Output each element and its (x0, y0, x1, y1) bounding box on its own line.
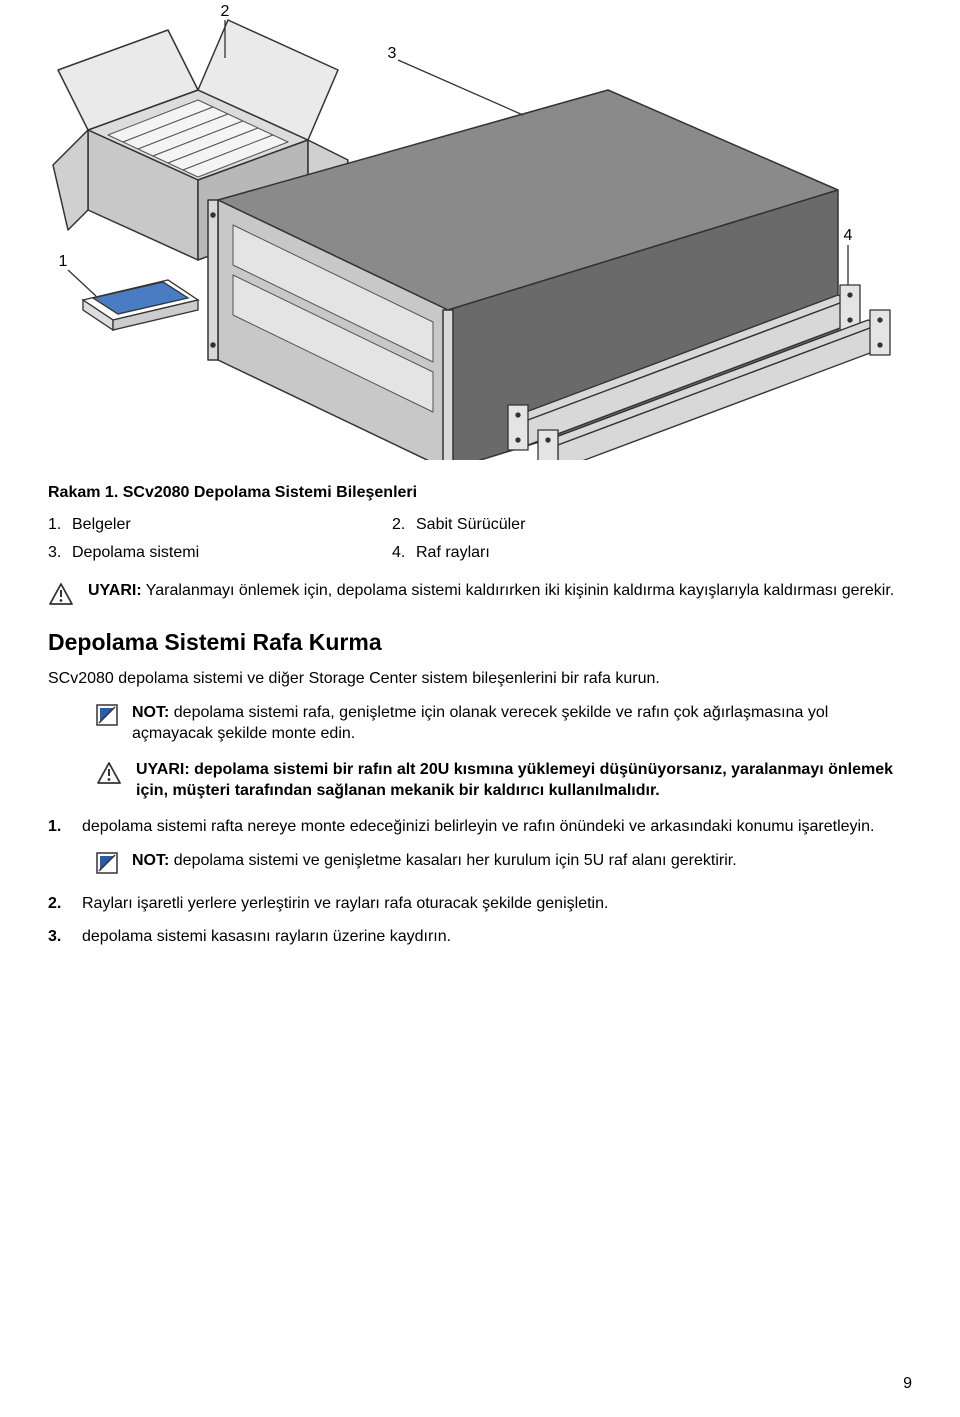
step-2-num: 2. (48, 893, 66, 915)
warning-1-label: UYARI: (88, 582, 142, 599)
legend-label-2: Sabit Sürücüler (416, 516, 736, 534)
section-intro: SCv2080 depolama sistemi ve diğer Storag… (48, 668, 912, 690)
note-1-body: depolama sistemi rafa, genişletme için o… (132, 704, 828, 743)
warning-1: UYARI: Yaralanmayı önlemek için, depolam… (48, 580, 912, 611)
warning-2: UYARI: depolama sistemi bir rafın alt 20… (96, 759, 912, 802)
legend-num-1: 1. (48, 516, 72, 534)
warning-2-body: depolama sistemi bir rafın alt 20U kısmı… (136, 761, 893, 800)
note-icon (96, 704, 118, 731)
legend-num-4: 4. (392, 544, 416, 562)
components-diagram-svg: 2 1 3 (48, 0, 912, 460)
figure-diagram: 2 1 3 (48, 0, 912, 460)
warning-1-body: Yaralanmayı önlemek için, depolama siste… (142, 582, 895, 599)
figure-caption: Rakam 1. SCv2080 Depolama Sistemi Bileşe… (48, 484, 912, 502)
legend-label-4: Raf rayları (416, 544, 736, 562)
step-2-text: Rayları işaretli yerlere yerleştirin ve … (82, 893, 912, 915)
legend-num-2: 2. (392, 516, 416, 534)
warning-2-label: UYARI: (136, 761, 190, 778)
note-icon (96, 852, 118, 879)
callout-2: 2 (221, 3, 230, 20)
step-1-note-label: NOT: (132, 852, 169, 869)
legend-num-3: 3. (48, 544, 72, 562)
step-3-num: 3. (48, 926, 66, 948)
legend-label-1: Belgeler (72, 516, 392, 534)
legend-label-3: Depolama sistemi (72, 544, 392, 562)
step-1-num: 1. (48, 816, 66, 838)
step-2: 2. Rayları işaretli yerlere yerleştirin … (48, 893, 912, 915)
callout-4: 4 (844, 227, 853, 244)
page-number: 9 (903, 1375, 912, 1393)
section-heading: Depolama Sistemi Rafa Kurma (48, 629, 912, 656)
step-1: 1. depolama sistemi rafta nereye monte e… (48, 816, 912, 838)
callout-3: 3 (388, 45, 397, 62)
step-1-note: NOT: depolama sistemi ve genişletme kasa… (96, 850, 912, 879)
note-1: NOT: depolama sistemi rafa, genişletme i… (96, 702, 912, 745)
step-1-note-text: NOT: depolama sistemi ve genişletme kasa… (132, 850, 737, 872)
step-3: 3. depolama sistemi kasasını rayların üz… (48, 926, 912, 948)
step-1-note-body: depolama sistemi ve genişletme kasaları … (169, 852, 736, 869)
note-1-text: NOT: depolama sistemi rafa, genişletme i… (132, 702, 912, 745)
step-3-text: depolama sistemi kasasını rayların üzeri… (82, 926, 912, 948)
note-1-label: NOT: (132, 704, 169, 721)
warning-icon (96, 761, 122, 790)
callout-1: 1 (59, 253, 68, 270)
document-stack (83, 280, 198, 330)
legend-table: 1. Belgeler 2. Sabit Sürücüler 3. Depola… (48, 516, 912, 562)
warning-2-text: UYARI: depolama sistemi bir rafın alt 20… (136, 759, 912, 802)
warning-1-text: UYARI: Yaralanmayı önlemek için, depolam… (88, 580, 894, 602)
warning-icon (48, 582, 74, 611)
step-1-text: depolama sistemi rafta nereye monte edec… (82, 816, 912, 838)
